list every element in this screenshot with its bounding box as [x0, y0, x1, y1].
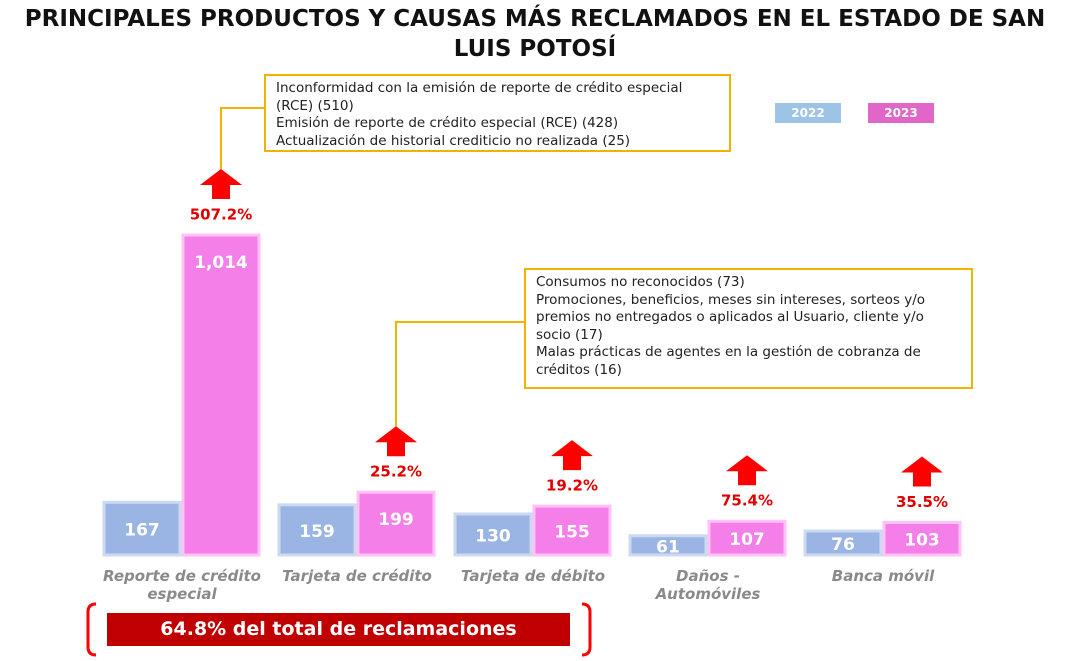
- change-arrow: [375, 426, 417, 457]
- bar: [532, 504, 612, 557]
- footer-banner: 64.8% del total de reclamaciones: [107, 613, 570, 646]
- value-label: 76: [831, 535, 855, 555]
- value-label: 61: [656, 537, 680, 557]
- category-label: Banca móvil: [831, 567, 935, 585]
- value-label: 1,014: [194, 253, 248, 273]
- change-arrow: [901, 456, 943, 487]
- category-label: Reporte de crédito especial: [103, 567, 261, 603]
- category-label: Tarjeta de crédito: [282, 567, 432, 585]
- chart-title: PRINCIPALES PRODUCTOS Y CAUSAS MÁS RECLA…: [24, 6, 1046, 62]
- legend-label: 2023: [884, 106, 917, 120]
- category-label: Tarjeta de débito: [460, 567, 606, 585]
- change-arrow: [200, 169, 242, 199]
- bar: [356, 490, 436, 557]
- value-label: 167: [124, 520, 160, 540]
- category-label: Daños - Automóviles: [655, 567, 761, 603]
- callout-line: Emisión de reporte de crédito especial (…: [276, 115, 619, 131]
- change-label: 25.2%: [370, 463, 422, 481]
- change-arrow: [551, 440, 593, 471]
- legend-label: 2022: [791, 106, 824, 120]
- bar: [882, 520, 962, 557]
- bar: [102, 500, 182, 557]
- bar: [277, 503, 357, 557]
- callout-line: Malas prácticas de agentes en la gestión…: [536, 344, 921, 378]
- bar: [181, 233, 261, 557]
- callout-connector: [395, 321, 524, 427]
- callout-line: Actualización de historial crediticio no…: [276, 132, 631, 149]
- value-label: 107: [729, 530, 765, 550]
- change-label: 507.2%: [190, 206, 252, 224]
- callout-box: Inconformidad con la emisión de reporte …: [264, 74, 731, 152]
- bar: [453, 512, 533, 557]
- bar: [707, 519, 787, 557]
- callout-connector: [220, 107, 264, 169]
- callout-box: Consumos no reconocidos (73) Promociones,…: [524, 268, 973, 389]
- footer-bracket: [581, 602, 592, 657]
- change-label: 35.5%: [896, 493, 948, 511]
- footer-bracket: [86, 602, 97, 657]
- change-label: 19.2%: [546, 477, 598, 495]
- legend-swatch: [775, 103, 841, 123]
- callout-line: Inconformidad con la emisión de reporte …: [276, 80, 683, 114]
- value-label: 199: [378, 510, 414, 530]
- value-label: 103: [904, 531, 940, 551]
- value-label: 159: [299, 522, 335, 542]
- bar: [628, 534, 708, 557]
- callout-line: Consumos no reconocidos (73): [536, 274, 745, 290]
- value-label: 130: [475, 526, 511, 546]
- bar: [803, 529, 883, 557]
- value-label: 155: [554, 523, 590, 543]
- callout-line: Promociones, beneficios, meses sin inter…: [536, 291, 926, 343]
- legend-swatch: [868, 103, 934, 123]
- change-label: 75.4%: [721, 492, 773, 510]
- change-arrow: [726, 455, 768, 486]
